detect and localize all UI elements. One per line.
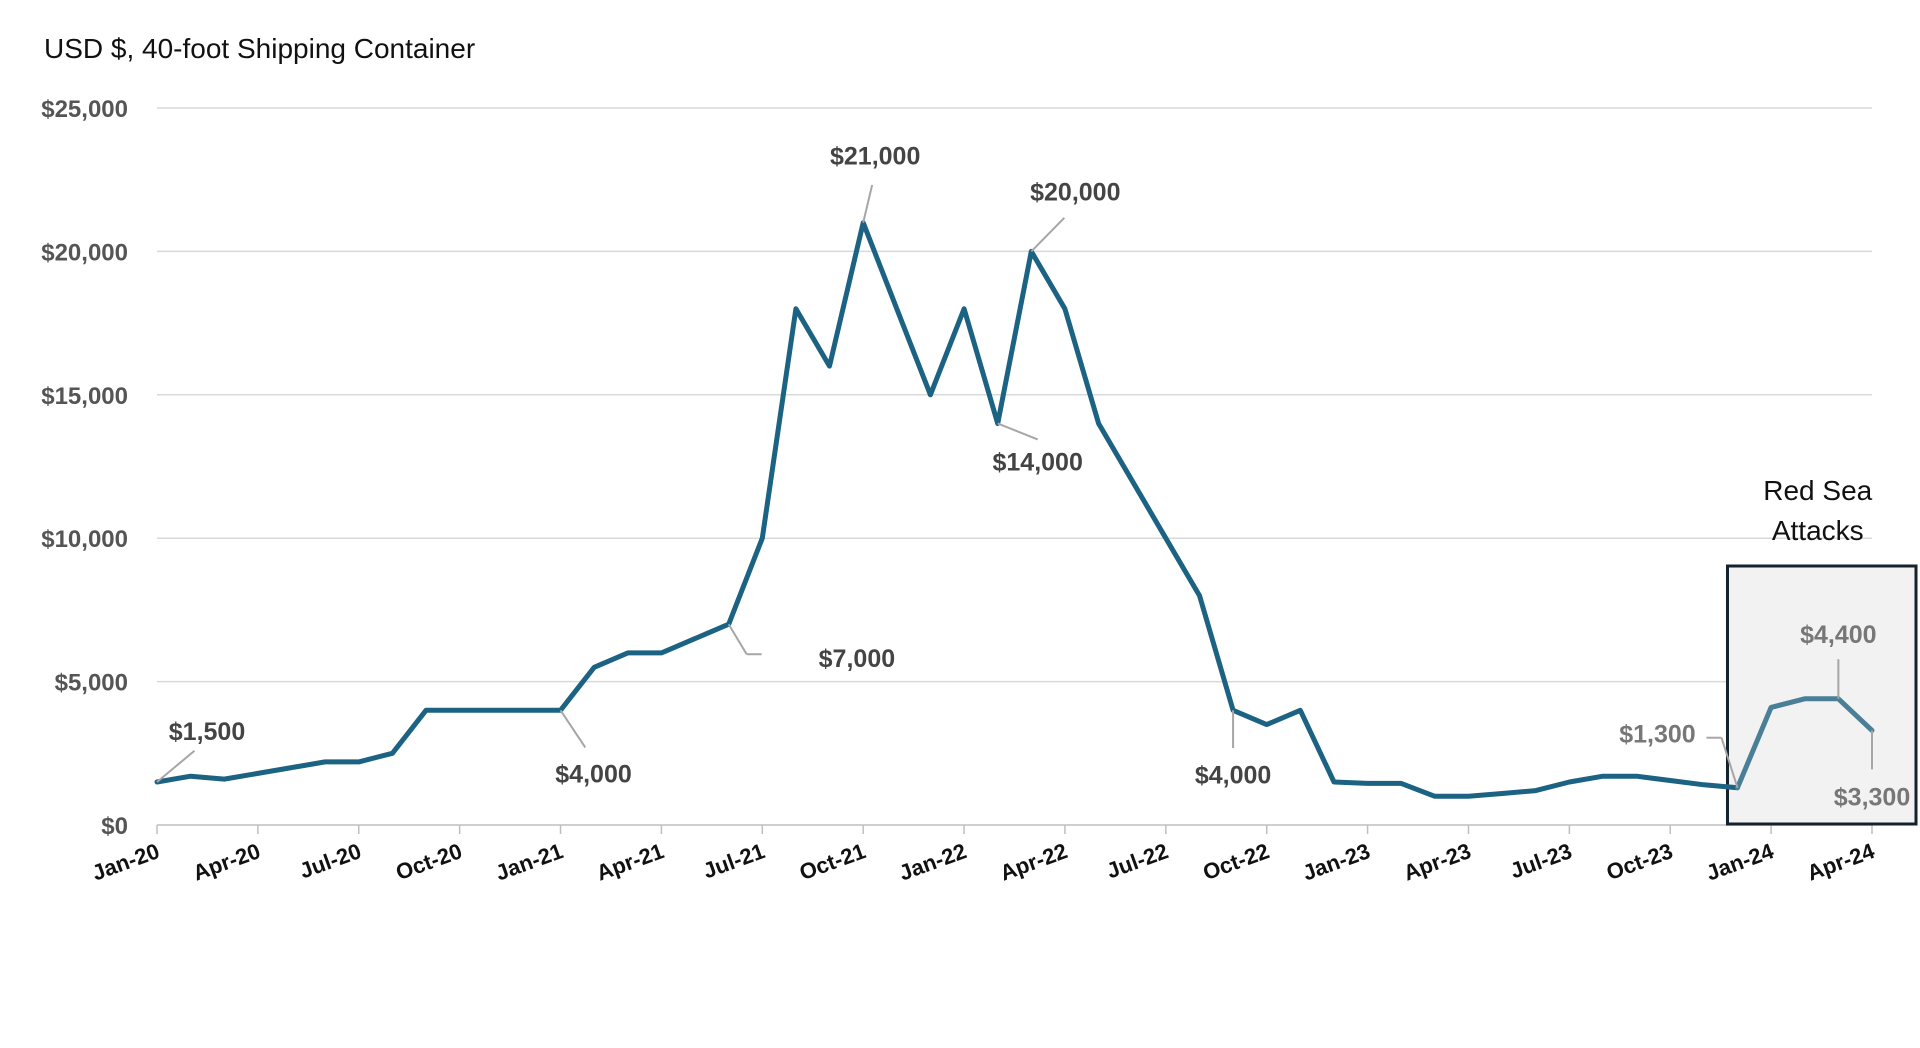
annotations: $1,500 $4,000 $7,000 $21,000 $14,000 $20,000 $…	[156, 143, 1910, 811]
y-tick-label: $10,000	[41, 526, 128, 553]
x-tick-label: Jan-24	[1703, 838, 1778, 886]
annotation-label: $4,000	[1195, 761, 1271, 789]
y-tick-label: $0	[101, 813, 128, 840]
annotation-label: $1,500	[169, 718, 245, 746]
annotation-leader	[559, 709, 587, 749]
annotation-label: $1,300	[1619, 721, 1695, 749]
x-tick-label: Jul-23	[1507, 838, 1575, 883]
y-axis-ticks: $0 $5,000 $10,000 $15,000 $20,000 $25,000	[41, 96, 128, 840]
x-tick-label: Apr-20	[190, 838, 264, 885]
x-tick-label: Jul-22	[1103, 838, 1171, 883]
x-tick-label: Jan-20	[89, 838, 163, 885]
y-tick-label: $5,000	[55, 670, 128, 697]
x-tick-label: Apr-22	[997, 838, 1071, 885]
annotation-label: $3,300	[1834, 783, 1910, 811]
x-tick-label: Oct-22	[1200, 838, 1273, 885]
x-tick-label: Jan-21	[492, 838, 566, 885]
x-tick-label: Jul-20	[296, 838, 364, 883]
annotation-label: $21,000	[830, 143, 920, 171]
annotation-label: $4,400	[1800, 621, 1876, 649]
annotation-leader	[1030, 217, 1066, 253]
annotation-label: $4,000	[555, 760, 631, 788]
highlight-label-line1: Red Sea	[1763, 475, 1872, 506]
x-tick-label: Apr-21	[593, 838, 667, 885]
x-tick-label: Apr-24	[1804, 838, 1879, 886]
annotation-leader	[997, 422, 1039, 441]
series-lines	[154, 220, 1875, 799]
gridlines	[157, 107, 1872, 683]
annotation-leader	[1720, 737, 1739, 789]
x-axis: Jan-20 Apr-20 Jul-20 Oct-20 Jan-21 Apr-21 Jul-…	[89, 824, 1879, 886]
series-line-main	[154, 220, 1740, 799]
series-line-highlight	[1735, 696, 1875, 791]
annotation-leader	[727, 623, 748, 655]
annotation-label: $14,000	[992, 448, 1082, 476]
x-tick-label: Oct-21	[796, 838, 869, 885]
x-tick-label: Jan-22	[896, 838, 970, 885]
y-tick-label: $15,000	[41, 383, 128, 410]
x-tick-label: Jan-23	[1299, 838, 1373, 885]
y-tick-label: $25,000	[41, 96, 128, 123]
chart-subtitle: USD $, 40-foot Shipping Container	[44, 33, 476, 64]
x-tick-label: Oct-20	[392, 838, 465, 885]
annotation-leader	[156, 750, 196, 783]
x-tick-label: Jul-21	[700, 838, 768, 883]
annotation-leader	[862, 184, 874, 223]
y-tick-label: $20,000	[41, 239, 128, 266]
annotation-label: $20,000	[1030, 178, 1120, 206]
highlight-box	[1725, 564, 1918, 826]
highlight-box-group: Red Sea Attacks	[1725, 475, 1918, 826]
x-tick-label: Oct-23	[1603, 838, 1676, 885]
annotation-label: $7,000	[819, 645, 895, 673]
x-tick-label: Apr-23	[1400, 838, 1474, 885]
highlight-label-line2: Attacks	[1772, 515, 1864, 546]
